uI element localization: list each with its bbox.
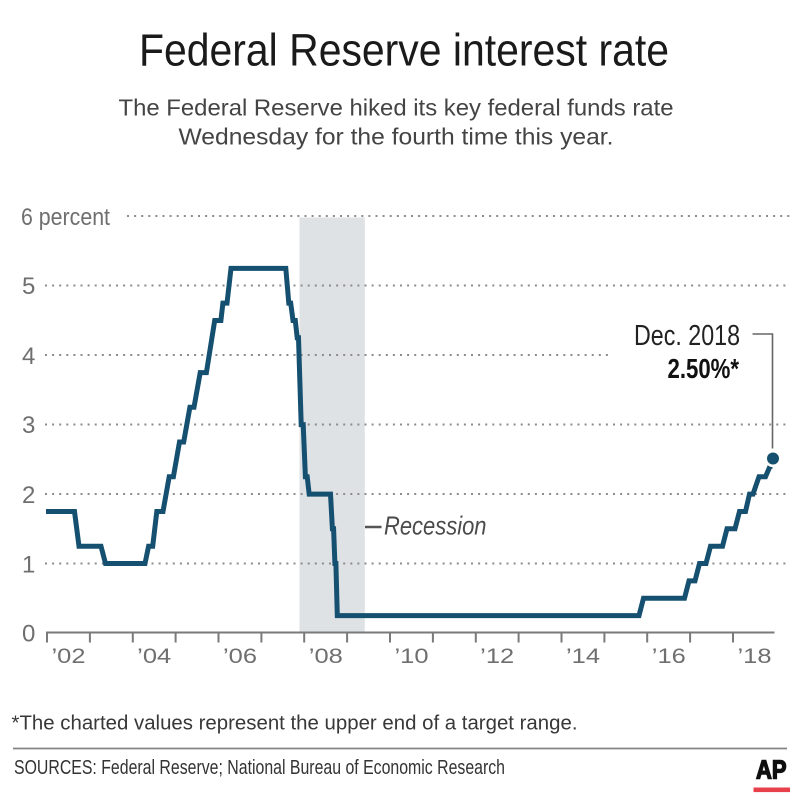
svg-text:Recession: Recession (384, 511, 487, 541)
svg-text:’08: ’08 (309, 645, 343, 668)
svg-text:2: 2 (22, 482, 35, 509)
svg-text:AP: AP (756, 755, 787, 785)
svg-text:6 percent: 6 percent (21, 204, 110, 231)
svg-text:Wednesday for the fourth time: Wednesday for the fourth time this year. (179, 124, 614, 150)
svg-text:The Federal Reserve hiked its: The Federal Reserve hiked its key federa… (119, 95, 674, 121)
svg-text:Dec. 2018: Dec. 2018 (634, 320, 740, 352)
svg-text:*The charted values represent: *The charted values represent the upper … (12, 712, 578, 735)
svg-text:3: 3 (22, 412, 35, 439)
svg-text:Federal Reserve interest rate: Federal Reserve interest rate (139, 25, 669, 76)
svg-text:’10: ’10 (395, 645, 429, 668)
svg-text:’04: ’04 (137, 645, 171, 668)
svg-text:2.50%*: 2.50%* (668, 353, 740, 384)
svg-text:’02: ’02 (52, 645, 86, 668)
svg-text:’14: ’14 (566, 645, 600, 668)
svg-text:’06: ’06 (223, 645, 257, 668)
svg-text:1: 1 (22, 552, 35, 579)
svg-text:SOURCES: Federal Reserve; Nati: SOURCES: Federal Reserve; National Burea… (14, 756, 505, 779)
svg-text:’12: ’12 (480, 645, 514, 668)
svg-text:’18: ’18 (738, 645, 772, 668)
svg-text:4: 4 (22, 343, 35, 370)
svg-text:5: 5 (22, 273, 35, 300)
svg-text:0: 0 (22, 621, 35, 648)
svg-text:’16: ’16 (652, 645, 686, 668)
